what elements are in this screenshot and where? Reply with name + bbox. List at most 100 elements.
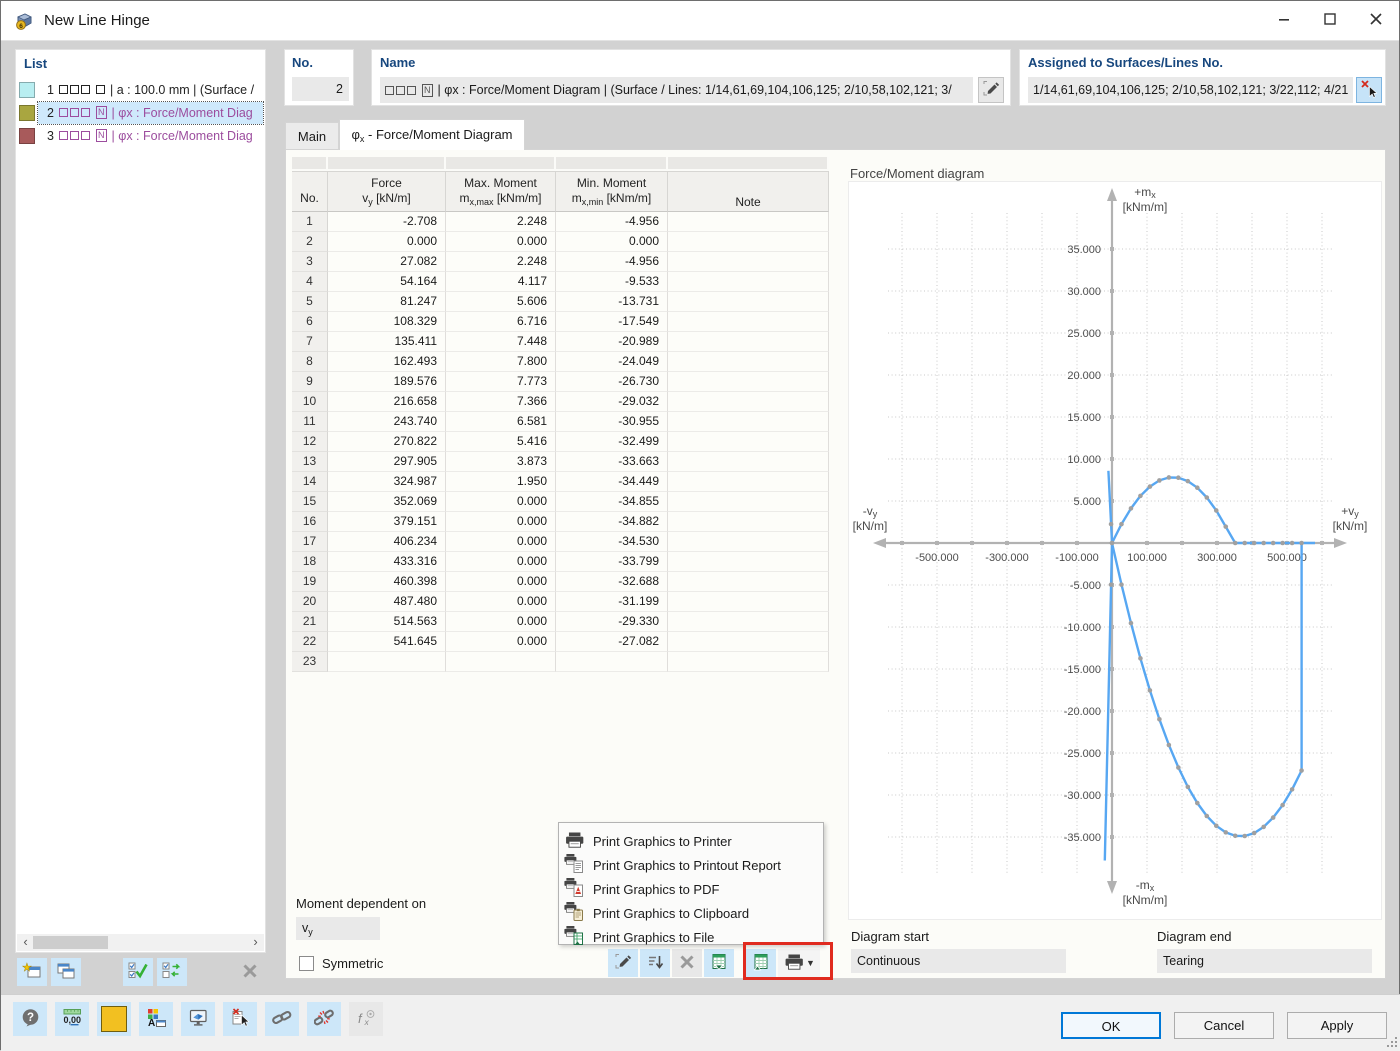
maximize-button[interactable] — [1307, 1, 1353, 40]
diagram-end-select[interactable]: Tearing — [1157, 949, 1372, 973]
copy-hinge-button[interactable] — [51, 958, 81, 986]
cell-force[interactable]: 27.082 — [328, 252, 446, 272]
row-number[interactable]: 1 — [292, 212, 328, 232]
cell-max-moment[interactable]: 1.950 — [446, 472, 556, 492]
tab-main[interactable]: Main — [285, 122, 339, 149]
cell-note[interactable] — [668, 652, 829, 672]
row-number[interactable]: 11 — [292, 412, 328, 432]
cell-force[interactable]: 54.164 — [328, 272, 446, 292]
cell-min-moment[interactable]: -34.449 — [556, 472, 668, 492]
cell-note[interactable] — [668, 292, 829, 312]
unlink-button[interactable] — [307, 1002, 341, 1036]
cell-max-moment[interactable]: 0.000 — [446, 592, 556, 612]
cell-force[interactable]: 108.329 — [328, 312, 446, 332]
diagram-start-select[interactable]: Continuous — [851, 949, 1066, 973]
cell-note[interactable] — [668, 452, 829, 472]
cell-min-moment[interactable]: -32.688 — [556, 572, 668, 592]
cell-note[interactable] — [668, 572, 829, 592]
toggle-selection-button[interactable] — [157, 958, 187, 986]
row-number[interactable]: 19 — [292, 572, 328, 592]
cell-note[interactable] — [668, 552, 829, 572]
row-number[interactable]: 8 — [292, 352, 328, 372]
cell-min-moment[interactable]: -26.730 — [556, 372, 668, 392]
cell-note[interactable] — [668, 532, 829, 552]
cell-force[interactable]: 135.411 — [328, 332, 446, 352]
cell-note[interactable] — [668, 592, 829, 612]
hinge-name-field[interactable]: N | φx : Force/Moment Diagram | (Surface… — [380, 77, 973, 103]
cell-note[interactable] — [668, 212, 829, 232]
cell-min-moment[interactable]: -31.199 — [556, 592, 668, 612]
cell-min-moment[interactable]: -34.855 — [556, 492, 668, 512]
cell-max-moment[interactable]: 0.000 — [446, 232, 556, 252]
cell-force[interactable]: 297.905 — [328, 452, 446, 472]
cell-force[interactable]: 162.493 — [328, 352, 446, 372]
deselect-button[interactable] — [223, 1002, 257, 1036]
cell-note[interactable] — [668, 232, 829, 252]
assigned-field[interactable]: 1/14,61,69,104,106,125; 2/10,58,102,121;… — [1028, 77, 1353, 103]
row-number[interactable]: 4 — [292, 272, 328, 292]
menu-item[interactable]: Print Graphics to Clipboard — [559, 901, 823, 925]
cell-note[interactable] — [668, 352, 829, 372]
cell-max-moment[interactable]: 7.800 — [446, 352, 556, 372]
row-number[interactable]: 22 — [292, 632, 328, 652]
row-number[interactable]: 16 — [292, 512, 328, 532]
cell-note[interactable] — [668, 612, 829, 632]
hinge-number-field[interactable]: 2 — [292, 77, 349, 101]
row-number[interactable]: 12 — [292, 432, 328, 452]
cell-note[interactable] — [668, 312, 829, 332]
cell-min-moment[interactable]: -29.032 — [556, 392, 668, 412]
cell-min-moment[interactable]: -33.663 — [556, 452, 668, 472]
cell-max-moment[interactable]: 0.000 — [446, 492, 556, 512]
cell-min-moment[interactable]: -27.082 — [556, 632, 668, 652]
moment-dependent-select[interactable]: vy — [296, 917, 380, 940]
cell-max-moment[interactable]: 4.117 — [446, 272, 556, 292]
pick-objects-button[interactable] — [1356, 77, 1382, 103]
view-mode-button[interactable] — [181, 1002, 215, 1036]
list-item[interactable]: 3 N | φx : Force/Moment Diag — [18, 124, 263, 147]
cell-force[interactable]: -2.708 — [328, 212, 446, 232]
cell-max-moment[interactable]: 5.416 — [446, 432, 556, 452]
cell-note[interactable] — [668, 272, 829, 292]
row-number[interactable]: 17 — [292, 532, 328, 552]
cell-max-moment[interactable]: 3.873 — [446, 452, 556, 472]
cell-min-moment[interactable]: -30.955 — [556, 412, 668, 432]
cell-note[interactable] — [668, 392, 829, 412]
link-button[interactable] — [265, 1002, 299, 1036]
cell-note[interactable] — [668, 472, 829, 492]
cell-note[interactable] — [668, 332, 829, 352]
cell-min-moment[interactable]: -33.799 — [556, 552, 668, 572]
cell-note[interactable] — [668, 432, 829, 452]
new-hinge-button[interactable]: ★ — [17, 958, 47, 986]
row-number[interactable]: 14 — [292, 472, 328, 492]
rename-button[interactable] — [978, 77, 1004, 103]
cell-note[interactable] — [668, 372, 829, 392]
cell-max-moment[interactable]: 0.000 — [446, 632, 556, 652]
help-button[interactable]: ? — [13, 1002, 47, 1036]
color-button[interactable] — [97, 1002, 131, 1036]
cell-force[interactable]: 460.398 — [328, 572, 446, 592]
cell-max-moment[interactable]: 2.248 — [446, 212, 556, 232]
menu-item[interactable]: Print Graphics to File — [559, 925, 823, 949]
cell-force[interactable]: 433.316 — [328, 552, 446, 572]
ok-button[interactable]: OK — [1061, 1012, 1161, 1039]
menu-item[interactable]: Print Graphics to Printout Report — [559, 853, 823, 877]
cell-min-moment[interactable]: -17.549 — [556, 312, 668, 332]
row-number[interactable]: 5 — [292, 292, 328, 312]
cell-force[interactable]: 216.658 — [328, 392, 446, 412]
cancel-button[interactable]: Cancel — [1174, 1012, 1274, 1039]
cell-max-moment[interactable]: 0.000 — [446, 512, 556, 532]
display-properties-button[interactable]: A — [139, 1002, 173, 1036]
cell-min-moment[interactable]: -4.956 — [556, 252, 668, 272]
cell-force[interactable]: 81.247 — [328, 292, 446, 312]
row-number[interactable]: 18 — [292, 552, 328, 572]
cell-force[interactable] — [328, 652, 446, 672]
scrollbar-thumb[interactable] — [33, 936, 108, 949]
apply-button[interactable]: Apply — [1287, 1012, 1387, 1039]
menu-item[interactable]: Print Graphics to PDF — [559, 877, 823, 901]
cell-force[interactable]: 270.822 — [328, 432, 446, 452]
clear-table-button[interactable] — [672, 949, 702, 977]
cell-force[interactable]: 189.576 — [328, 372, 446, 392]
excel-export-button[interactable] — [746, 949, 776, 977]
scroll-right-icon[interactable]: › — [253, 934, 258, 949]
row-number[interactable]: 10 — [292, 392, 328, 412]
